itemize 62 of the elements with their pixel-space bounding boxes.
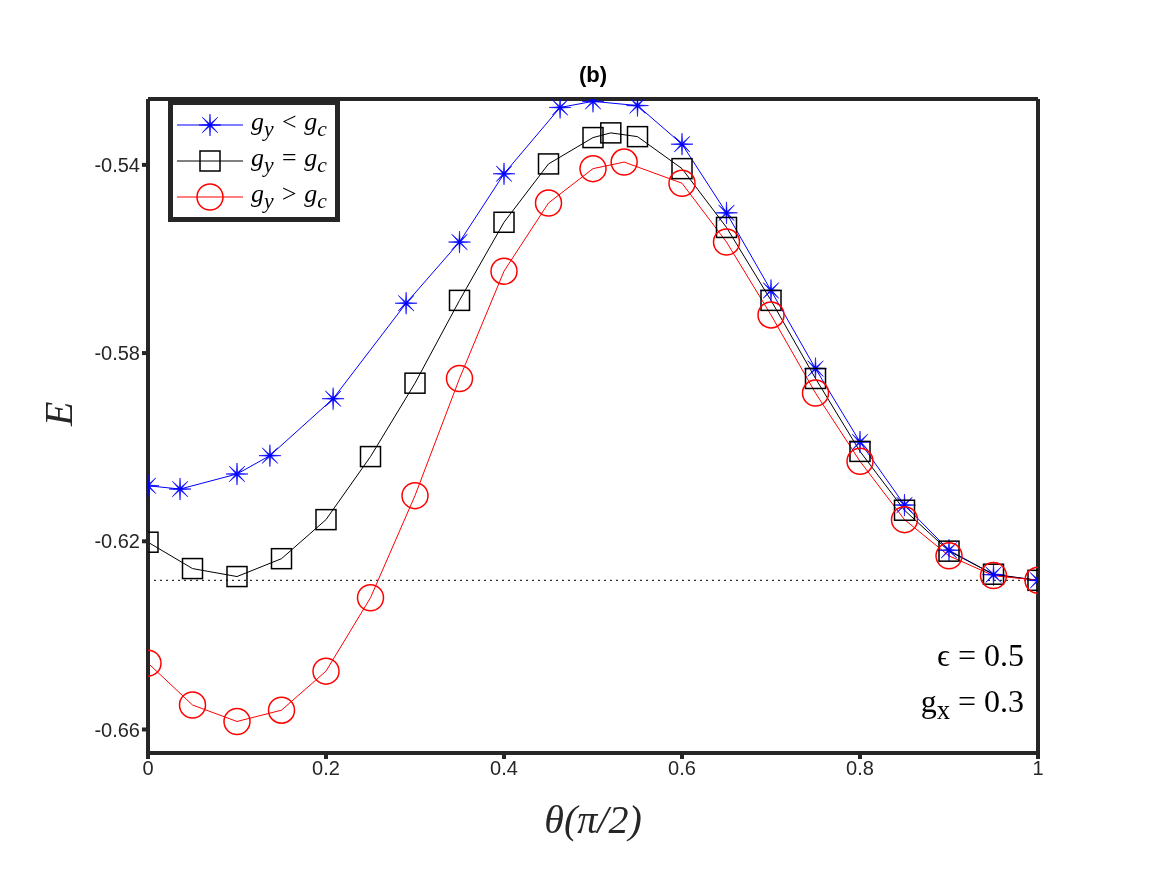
point — [668, 169, 696, 197]
point — [445, 364, 474, 393]
point — [846, 447, 874, 476]
point — [600, 122, 622, 144]
point — [610, 148, 638, 176]
point — [712, 228, 741, 256]
y-tick-label: -0.66 — [94, 718, 140, 741]
legend-label: g$_{y}$ = g$_{c}$ — [251, 143, 327, 179]
point — [404, 372, 426, 394]
point — [626, 125, 649, 148]
point — [537, 153, 560, 175]
annotation: ϵ = 0.5 — [936, 635, 1024, 675]
point — [315, 508, 337, 531]
point — [258, 444, 282, 467]
point — [448, 289, 471, 312]
x-tick-label: 0 — [142, 757, 154, 780]
point — [223, 707, 251, 736]
point — [935, 542, 963, 570]
point — [801, 379, 830, 407]
point — [760, 289, 782, 312]
point — [394, 291, 418, 315]
x-axis-title: θ(π/2) — [544, 797, 642, 842]
annotation: g$_{x}$ = 0.3 — [920, 681, 1024, 727]
point — [582, 126, 604, 149]
point — [225, 462, 249, 486]
point — [757, 301, 785, 329]
point — [715, 201, 738, 225]
y-tick-label: -0.62 — [94, 530, 140, 553]
point — [226, 565, 248, 588]
point — [548, 99, 572, 119]
point — [670, 132, 694, 156]
point — [178, 691, 207, 719]
point — [448, 230, 471, 254]
point — [890, 505, 919, 534]
y-tick-label: -0.58 — [94, 342, 140, 365]
x-tick-label: 0.8 — [846, 757, 874, 780]
point — [804, 367, 827, 390]
point — [490, 257, 518, 285]
x-tick-label: 0.2 — [312, 757, 340, 780]
point — [168, 477, 192, 501]
point — [493, 211, 515, 234]
point — [401, 481, 429, 510]
y-tick-label: -0.54 — [94, 153, 140, 176]
point — [270, 547, 293, 570]
point — [181, 557, 204, 580]
x-tick-label: 1 — [1032, 757, 1044, 780]
point — [267, 696, 296, 724]
legend-label: g$_{y}$ < g$_{c}$ — [251, 107, 327, 143]
x-tick-label: 0.6 — [668, 757, 696, 780]
point — [321, 387, 345, 411]
point — [359, 445, 382, 468]
point — [579, 154, 607, 183]
point — [534, 189, 563, 217]
point — [312, 657, 340, 685]
point — [715, 216, 738, 239]
point — [492, 162, 516, 186]
chart-title: (b) — [577, 62, 609, 88]
point — [356, 583, 385, 612]
legend-label: g$_{y}$ > g$_{c}$ — [251, 179, 327, 215]
y-axis-title: E — [36, 401, 82, 427]
point — [671, 157, 693, 180]
x-tick-label: 0.4 — [490, 757, 518, 780]
